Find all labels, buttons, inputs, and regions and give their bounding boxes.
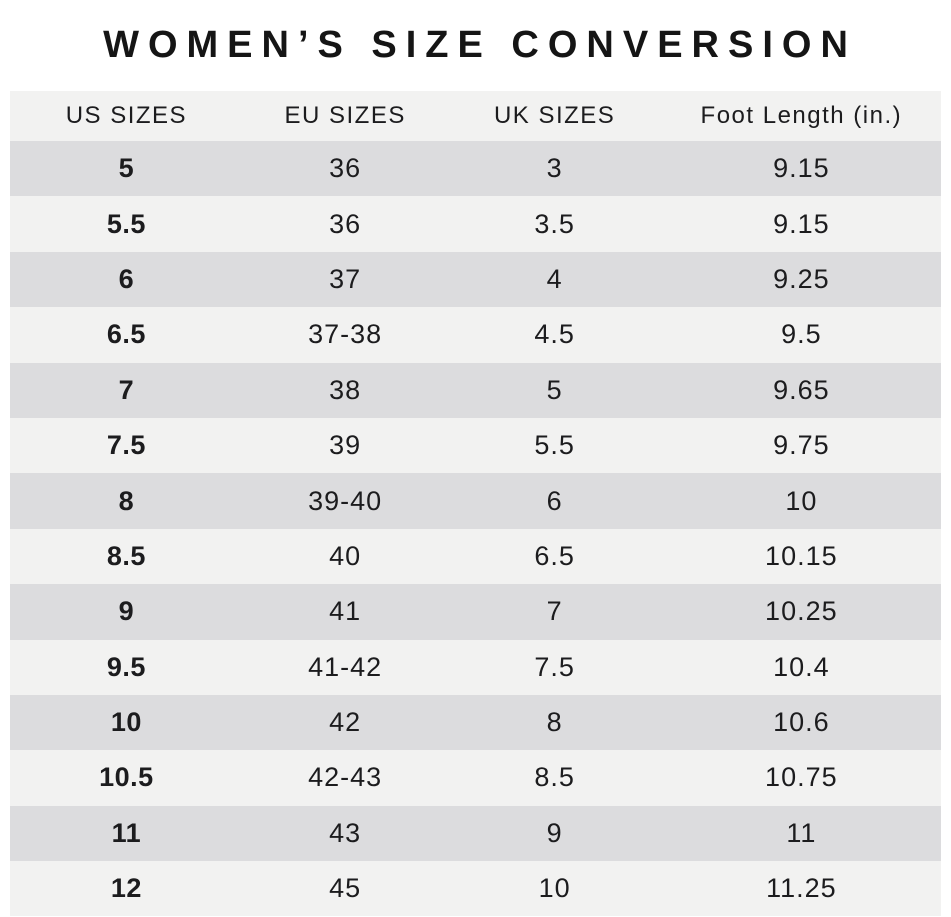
cell-foot-length: 9.25 (773, 263, 830, 294)
table-row: 10 42 8 10.6 (10, 694, 941, 751)
table-row: 9.5 41-42 7.5 10.4 (10, 639, 941, 695)
cell-eu-size: 39 (329, 430, 362, 461)
cell-uk-size: 8 (546, 707, 563, 738)
table-row: 7 38 5 9.65 (10, 362, 941, 418)
cell-foot-length: 10.75 (765, 762, 838, 793)
table-row: 11 43 9 11 (10, 805, 941, 862)
cell-eu-size: 43 (329, 817, 362, 848)
title-area: WOMEN’S SIZE CONVERSION (0, 0, 951, 91)
cell-us-size: 6 (118, 263, 135, 294)
cell-uk-size: 7.5 (534, 651, 575, 682)
cell-foot-length: 9.75 (773, 430, 830, 461)
cell-eu-size: 45 (329, 873, 362, 904)
table-row: 9 41 7 10.25 (10, 584, 941, 640)
cell-us-size: 8.5 (106, 540, 146, 571)
table-header: US SIZES EU SIZES UK SIZES Foot Length (… (10, 91, 941, 141)
cell-foot-length: 9.65 (773, 374, 830, 405)
column-header-foot-length: Foot Length (in.) (661, 91, 941, 141)
cell-uk-size: 5.5 (534, 430, 575, 461)
cell-uk-size: 6.5 (534, 540, 575, 571)
cell-eu-size: 42 (329, 707, 362, 738)
cell-foot-length: 10.15 (765, 540, 838, 571)
size-conversion-table: US SIZES EU SIZES UK SIZES Foot Length (… (10, 91, 941, 917)
column-header-eu-sizes: EU SIZES (242, 91, 448, 141)
cell-us-size: 12 (110, 873, 142, 904)
cell-us-size: 11 (111, 817, 142, 848)
cell-eu-size: 39-40 (308, 485, 383, 516)
cell-uk-size: 10 (538, 873, 571, 904)
cell-uk-size: 9 (546, 817, 563, 848)
cell-foot-length: 10.25 (765, 596, 838, 627)
cell-uk-size: 7 (546, 596, 563, 627)
column-header-us-sizes: US SIZES (10, 91, 243, 141)
cell-uk-size: 4.5 (534, 319, 575, 350)
cell-eu-size: 36 (329, 208, 362, 239)
cell-foot-length: 9.15 (773, 208, 830, 239)
table-row: 5 36 3 9.15 (10, 141, 941, 197)
table-row: 12 45 10 11.25 (10, 861, 941, 917)
cell-foot-length: 11.25 (766, 873, 837, 904)
cell-foot-length: 9.15 (773, 153, 830, 184)
cell-us-size: 5 (118, 153, 135, 184)
table-row: 8.5 40 6.5 10.15 (10, 528, 941, 585)
cell-us-size: 9 (118, 596, 135, 627)
page-title: WOMEN’S SIZE CONVERSION (103, 24, 857, 66)
cell-uk-size: 6 (546, 485, 563, 516)
cell-us-size: 8 (118, 485, 135, 516)
cell-eu-size: 36 (329, 153, 362, 184)
cell-eu-size: 41 (329, 596, 362, 627)
cell-foot-length: 10.4 (773, 651, 830, 682)
cell-eu-size: 42-43 (308, 762, 383, 793)
cell-us-size: 10.5 (99, 762, 154, 793)
cell-us-size: 5.5 (106, 208, 146, 239)
cell-eu-size: 37 (329, 263, 362, 294)
cell-eu-size: 37-38 (308, 319, 383, 350)
cell-us-size: 10 (110, 707, 142, 738)
cell-us-size: 6.5 (106, 319, 146, 350)
cell-foot-length: 10.6 (773, 707, 830, 738)
column-header-uk-sizes: UK SIZES (447, 91, 662, 141)
cell-foot-length: 9.5 (781, 319, 822, 350)
cell-foot-length: 10 (785, 485, 818, 516)
table-row: 6.5 37-38 4.5 9.5 (10, 307, 941, 363)
header-row: US SIZES EU SIZES UK SIZES Foot Length (… (10, 91, 941, 141)
cell-eu-size: 38 (329, 374, 362, 405)
cell-eu-size: 41-42 (308, 651, 383, 682)
table-row: 7.5 39 5.5 9.75 (10, 417, 941, 474)
table-row: 10.5 42-43 8.5 10.75 (10, 750, 941, 806)
cell-us-size: 7 (118, 374, 135, 405)
cell-uk-size: 3.5 (534, 208, 575, 239)
cell-uk-size: 5 (546, 374, 563, 405)
table-body: 5 36 3 9.15 5.5 36 3.5 9.15 6 37 4 9.25 … (10, 141, 941, 917)
table-row: 5.5 36 3.5 9.15 (10, 196, 941, 252)
cell-uk-size: 3 (546, 153, 563, 184)
cell-uk-size: 4 (546, 263, 563, 294)
cell-uk-size: 8.5 (534, 762, 575, 793)
table-row: 8 39-40 6 10 (10, 473, 941, 529)
cell-us-size: 7.5 (106, 430, 146, 461)
cell-foot-length: 11 (786, 817, 817, 848)
cell-eu-size: 40 (329, 540, 362, 571)
cell-us-size: 9.5 (106, 651, 146, 682)
table-row: 6 37 4 9.25 (10, 251, 941, 308)
